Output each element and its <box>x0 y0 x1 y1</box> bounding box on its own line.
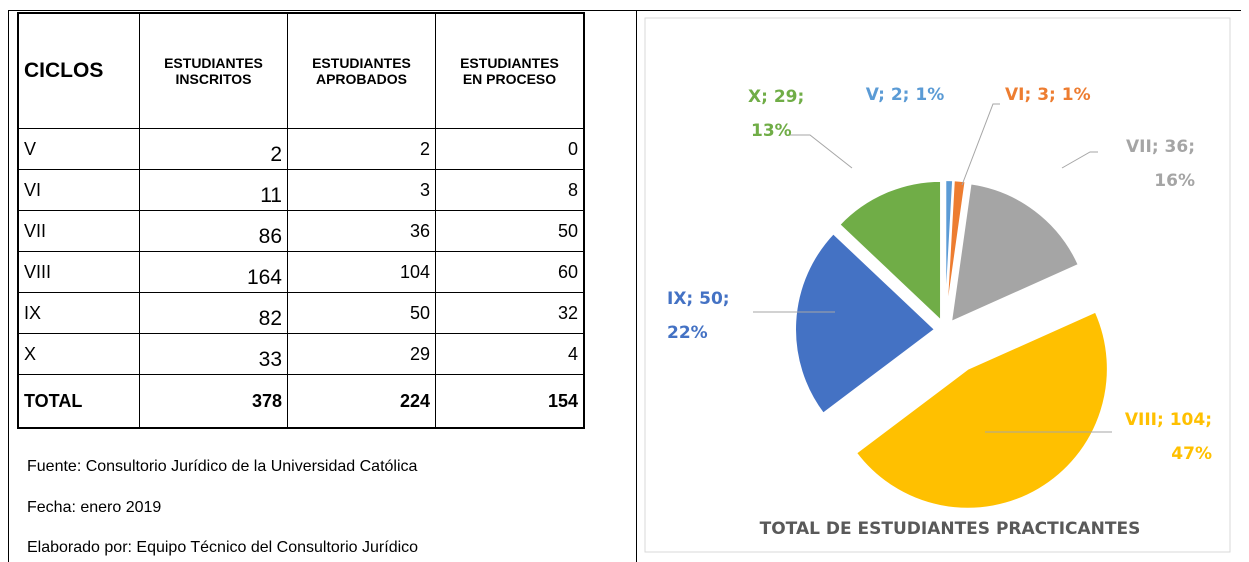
data-label: X; 29; <box>748 87 804 107</box>
cell: 33 <box>139 333 288 375</box>
header-row: CICLOS ESTUDIANTES INSCRITOS ESTUDIANTES APR… <box>17 12 585 129</box>
header-text: CICLOS <box>24 59 104 82</box>
cell: 11 <box>139 169 288 211</box>
cell: 50 <box>435 210 585 252</box>
pie-slice <box>944 179 967 321</box>
header-text: INSCRITOS <box>175 71 252 87</box>
row: VIII 164 104 60 <box>17 251 585 293</box>
row: X 33 29 4 <box>17 333 585 375</box>
data-label: IX; 50; <box>667 289 730 309</box>
row: IX 82 50 32 <box>17 292 585 334</box>
frame-line <box>636 10 637 562</box>
total-cell: TOTAL <box>17 374 140 429</box>
leader-line <box>961 103 1000 186</box>
total-row: TOTAL 378 224 154 <box>17 374 585 429</box>
chart-title: TOTAL DE ESTUDIANTES PRACTICANTES <box>760 519 1141 539</box>
cell: 82 <box>139 292 288 334</box>
header-text: ESTUDIANTES <box>312 55 411 71</box>
data-label: 13% <box>751 121 792 141</box>
pie-slice <box>854 310 1109 510</box>
cell: 32 <box>435 292 585 334</box>
header-text: ESTUDIANTES <box>460 55 559 71</box>
total-cell: 224 <box>287 374 436 429</box>
header-cell: CICLOS <box>17 12 140 129</box>
cell: 2 <box>287 128 436 170</box>
note: Fuente: Consultorio Jurídico de la Unive… <box>27 458 418 475</box>
data-label: VIII; 104; <box>1125 410 1212 430</box>
data-label: VI; 3; 1% <box>1005 85 1091 105</box>
header-text: EN PROCESO <box>462 71 557 87</box>
leader-line <box>790 134 853 169</box>
row: VI 11 3 8 <box>17 169 585 211</box>
pie-slice <box>837 179 943 324</box>
note: Fecha: enero 2019 <box>27 499 162 516</box>
row: VII 86 36 50 <box>17 210 585 252</box>
total-cell: 154 <box>435 374 585 429</box>
cell: 86 <box>139 210 288 252</box>
header-text: APROBADOS <box>315 71 407 87</box>
data-table: CICLOS ESTUDIANTES INSCRITOS ESTUDIANTES APR… <box>17 12 585 429</box>
cell: 50 <box>287 292 436 334</box>
data-label: 16% <box>1154 171 1195 191</box>
pie-slice <box>949 182 1081 324</box>
data-label: VII; 36; <box>1126 137 1195 157</box>
cell: 36 <box>287 210 436 252</box>
leader-line <box>1061 151 1098 169</box>
header-cell: ESTUDIANTES INSCRITOS <box>139 12 288 129</box>
data-label: 47% <box>1171 444 1212 464</box>
cell: 8 <box>435 169 585 211</box>
cell: 60 <box>435 251 585 293</box>
data-label: 22% <box>667 323 708 343</box>
data-label: V; 2; 1% <box>866 85 945 105</box>
note: Elaborado por: Equipo Técnico del Consul… <box>27 539 419 556</box>
cell: X <box>17 333 140 375</box>
header-text: ESTUDIANTES <box>164 55 263 71</box>
frame-line <box>8 10 9 562</box>
cell: 4 <box>435 333 585 375</box>
total-cell: 378 <box>139 374 288 429</box>
pie-slice <box>794 231 937 416</box>
cell: VII <box>17 210 140 252</box>
frame-line <box>8 10 1241 11</box>
header-cell: ESTUDIANTES APROBADOS <box>287 12 436 129</box>
cell: 29 <box>287 333 436 375</box>
